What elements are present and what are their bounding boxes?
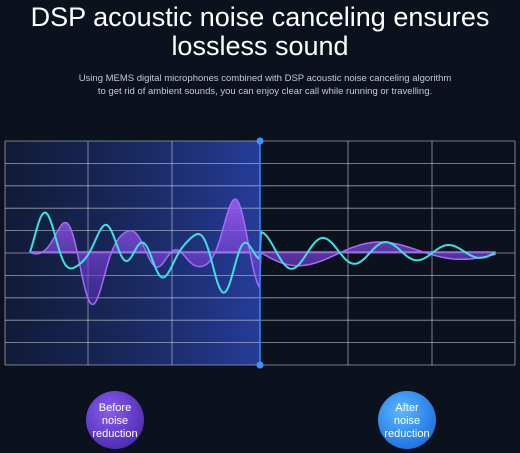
badge-label: noise [102,415,128,427]
divider-dot [256,137,264,145]
title-line: lossless sound [171,31,348,61]
badge-label: Before [99,402,131,414]
badge-label: reduction [92,428,137,440]
title-line: DSP acoustic noise canceling ensures [31,2,490,32]
before-badge [86,391,144,449]
wave-after [29,211,496,294]
badge-label: After [395,402,419,414]
description-line: to get rid of ambient sounds, you can en… [98,86,432,97]
badge-label: noise [394,415,420,427]
badge-label: reduction [384,428,429,440]
divider-dot [256,361,264,369]
description-line: Using MEMS digital microphones combined … [79,73,452,84]
after-badge [378,391,436,449]
